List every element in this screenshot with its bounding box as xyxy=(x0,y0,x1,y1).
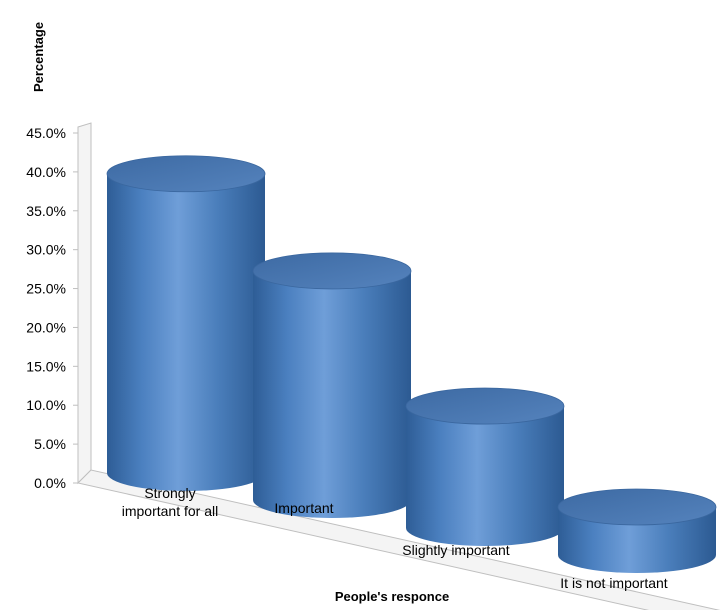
bar-top xyxy=(557,488,717,526)
bar-top xyxy=(106,155,266,193)
y-axis-wall xyxy=(77,122,92,485)
y-tick-label: 25.0% xyxy=(26,281,66,297)
y-tick-label: 0.0% xyxy=(34,475,66,491)
y-tick-label: 45.0% xyxy=(26,125,66,141)
bar-body xyxy=(406,406,564,546)
bar xyxy=(252,252,412,518)
y-tick-label: 15.0% xyxy=(26,358,66,374)
x-tick-label: It is not important xyxy=(560,575,667,591)
bar-body xyxy=(558,506,716,573)
x-tick-label: Slightly important xyxy=(402,542,509,558)
bars xyxy=(106,155,717,573)
y-tick-label: 30.0% xyxy=(26,242,66,258)
bar-top xyxy=(252,252,412,290)
bar xyxy=(106,155,266,491)
y-axis-title: Percentage xyxy=(31,22,46,92)
axis-lines xyxy=(77,122,721,610)
bar-body xyxy=(253,270,411,518)
bar-top xyxy=(405,387,565,425)
y-tick-label: 40.0% xyxy=(26,164,66,180)
floor xyxy=(77,469,721,610)
bar-body xyxy=(107,173,265,491)
y-tick-label: 35.0% xyxy=(26,203,66,219)
y-tick-label: 10.0% xyxy=(26,397,66,413)
x-tick-label: Important xyxy=(274,500,333,516)
y-tick-label: 20.0% xyxy=(26,319,66,335)
y-tick-label: 5.0% xyxy=(34,436,66,452)
x-tick-label: Strongly important for all xyxy=(122,485,218,519)
x-axis-title: People's responce xyxy=(335,589,449,604)
x-axis-labels: Strongly important for all Important Slight… xyxy=(122,485,668,591)
bar xyxy=(557,488,717,573)
y-axis-ticks: 0.0% 5.0% 10.0% 15.0% 20.0% 25.0% 30.0% 35.0% 40… xyxy=(26,125,78,491)
bar xyxy=(405,387,565,546)
